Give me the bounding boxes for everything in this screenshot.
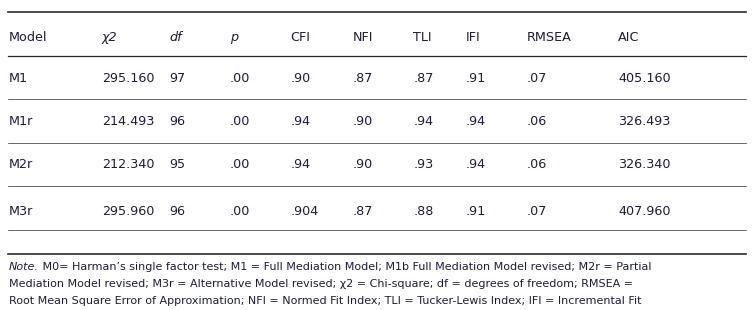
Text: .91: .91 bbox=[466, 72, 486, 85]
Text: .88: .88 bbox=[413, 205, 434, 218]
Text: 326.493: 326.493 bbox=[618, 115, 670, 128]
Text: .87: .87 bbox=[413, 72, 434, 85]
Text: .00: .00 bbox=[230, 205, 250, 218]
Text: M3r: M3r bbox=[9, 205, 33, 218]
Text: Root Mean Square Error of Approximation; NFI = Normed Fit Index; TLI = Tucker-Le: Root Mean Square Error of Approximation;… bbox=[9, 296, 642, 306]
Text: M1: M1 bbox=[9, 72, 28, 85]
Text: .90: .90 bbox=[290, 72, 311, 85]
Text: .00: .00 bbox=[230, 72, 250, 85]
Text: .07: .07 bbox=[526, 72, 547, 85]
Text: χ2: χ2 bbox=[102, 31, 118, 44]
Text: p: p bbox=[230, 31, 238, 44]
Text: M2r: M2r bbox=[9, 158, 33, 171]
Text: M0= Harman’s single factor test; M1 = Full Mediation Model; M1b Full Mediation M: M0= Harman’s single factor test; M1 = Fu… bbox=[39, 262, 651, 272]
Text: 96: 96 bbox=[170, 205, 185, 218]
Text: .94: .94 bbox=[466, 158, 486, 171]
Text: .93: .93 bbox=[413, 158, 434, 171]
Text: .90: .90 bbox=[353, 158, 373, 171]
Text: .07: .07 bbox=[526, 205, 547, 218]
Text: M1r: M1r bbox=[9, 115, 33, 128]
Text: CFI: CFI bbox=[290, 31, 311, 44]
Text: .904: .904 bbox=[290, 205, 318, 218]
Text: TLI: TLI bbox=[413, 31, 432, 44]
Text: .94: .94 bbox=[413, 115, 434, 128]
Text: .87: .87 bbox=[353, 72, 373, 85]
Text: Note.: Note. bbox=[9, 262, 39, 272]
Text: .94: .94 bbox=[290, 115, 311, 128]
Text: .06: .06 bbox=[526, 158, 547, 171]
Text: 326.340: 326.340 bbox=[618, 158, 671, 171]
Text: Model: Model bbox=[9, 31, 48, 44]
Text: 212.340: 212.340 bbox=[102, 158, 155, 171]
Text: NFI: NFI bbox=[353, 31, 373, 44]
Text: RMSEA: RMSEA bbox=[526, 31, 572, 44]
Text: 96: 96 bbox=[170, 115, 185, 128]
Text: 295.960: 295.960 bbox=[102, 205, 154, 218]
Text: AIC: AIC bbox=[618, 31, 640, 44]
Text: 97: 97 bbox=[170, 72, 185, 85]
Text: IFI: IFI bbox=[466, 31, 481, 44]
Text: .00: .00 bbox=[230, 115, 250, 128]
Text: .00: .00 bbox=[230, 158, 250, 171]
Text: 295.160: 295.160 bbox=[102, 72, 155, 85]
Text: .06: .06 bbox=[526, 115, 547, 128]
Text: df: df bbox=[170, 31, 182, 44]
Text: .91: .91 bbox=[466, 205, 486, 218]
Text: 95: 95 bbox=[170, 158, 185, 171]
Text: .90: .90 bbox=[353, 115, 373, 128]
Text: 214.493: 214.493 bbox=[102, 115, 154, 128]
Text: Mediation Model revised; M3r = Alternative Model revised; χ2 = Chi-square; df = : Mediation Model revised; M3r = Alternati… bbox=[9, 279, 633, 289]
Text: 407.960: 407.960 bbox=[618, 205, 671, 218]
Text: 405.160: 405.160 bbox=[618, 72, 671, 85]
Text: .94: .94 bbox=[466, 115, 486, 128]
Text: .87: .87 bbox=[353, 205, 373, 218]
Text: .94: .94 bbox=[290, 158, 311, 171]
